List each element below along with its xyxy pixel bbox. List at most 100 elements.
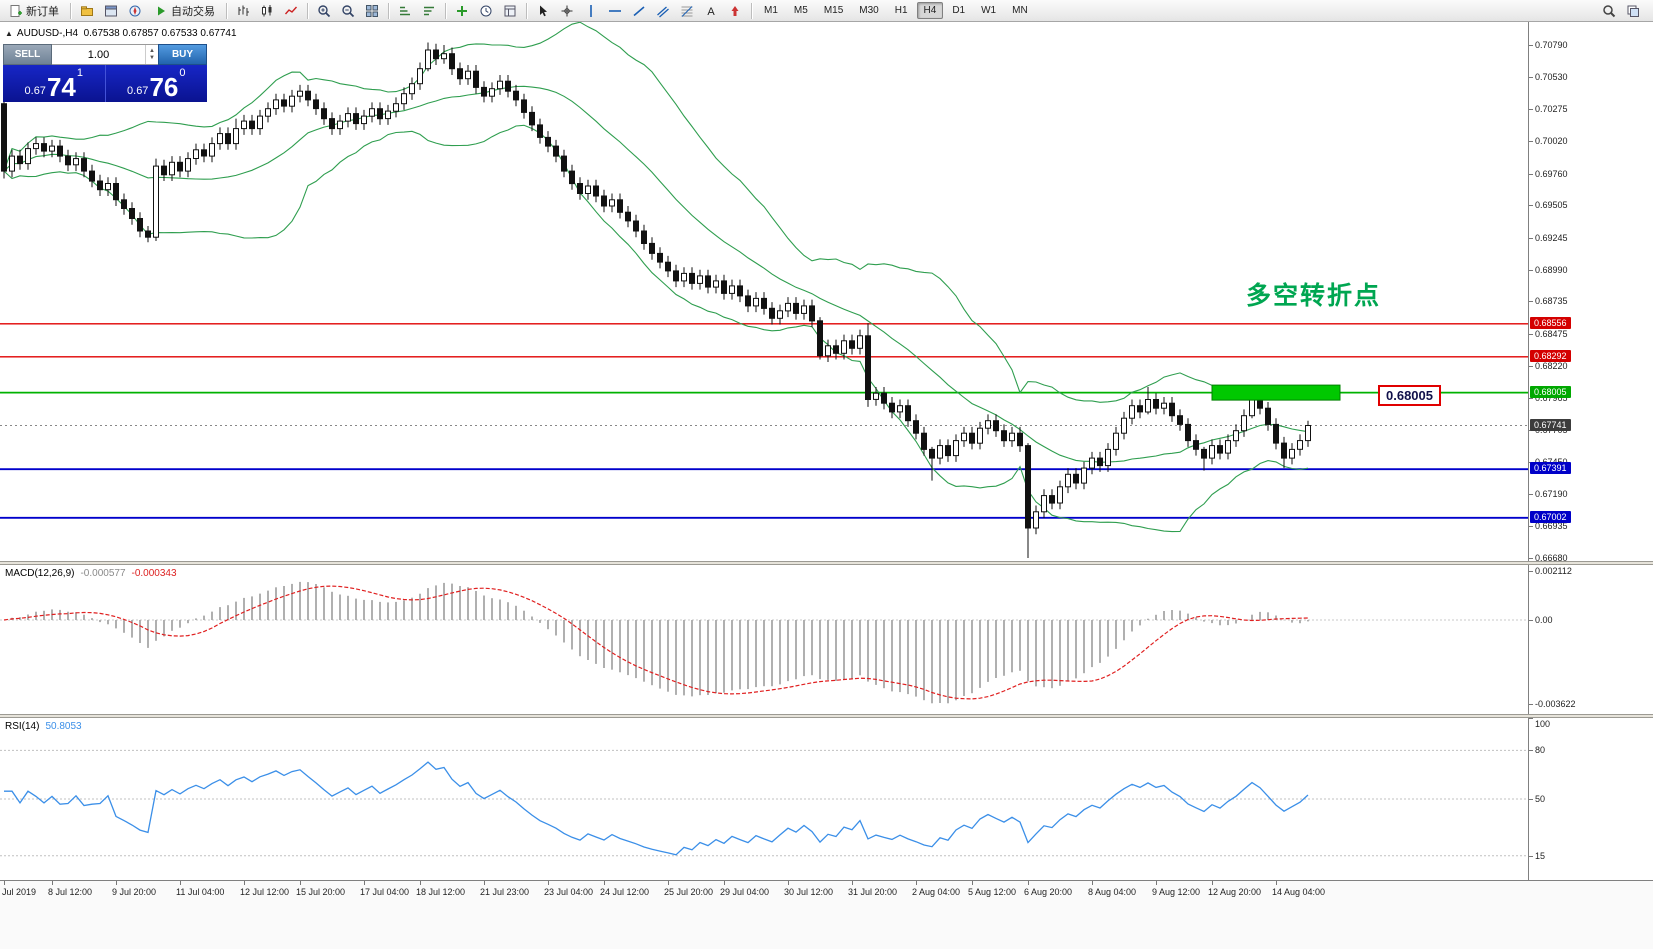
macd-tick [1529, 620, 1533, 621]
sort2-icon [424, 6, 434, 15]
time-tick [180, 881, 181, 885]
navigator-button[interactable] [124, 2, 146, 20]
cursor-button[interactable] [532, 2, 554, 20]
timeframe-h1-button[interactable]: H1 [894, 5, 908, 16]
timeframe-m15-button[interactable]: M15 [823, 5, 844, 16]
sort1-icon [400, 6, 410, 15]
volume-input[interactable] [52, 45, 145, 64]
volume-up-icon[interactable]: ▲ [149, 47, 155, 54]
timeframe-m5-button[interactable]: M5 [793, 5, 808, 16]
zoom-out-button[interactable] [337, 2, 359, 20]
timeframe-w1-button[interactable]: W1 [981, 5, 997, 16]
trendline-button[interactable] [628, 2, 650, 20]
toolbar-separator [307, 2, 308, 19]
timeframe-m1-button[interactable]: M1 [764, 5, 778, 16]
data-window-button[interactable] [100, 2, 122, 20]
time-tick [116, 881, 117, 885]
chart-text-annotation: 多空转折点 [1246, 282, 1382, 310]
buy-price-small: 0.67 [127, 85, 149, 97]
price-tick [1529, 301, 1533, 303]
macd-axis-label: -0.003622 [1535, 699, 1576, 710]
time-axis-label: 8 Aug 04:00 [1088, 887, 1137, 897]
price-axis-label: 0.68220 [1535, 360, 1568, 371]
price-tag: 0.68005 [1530, 385, 1571, 398]
toolbar-separator [226, 2, 227, 19]
macd-label: MACD(12,26,9) -0.000577 -0.000343 [5, 568, 177, 579]
time-scale[interactable]: Jul 2019 8 Jul 12:00 9 Jul 20:00 11 Jul 04:… [0, 880, 1653, 949]
timeframe-h4-button[interactable]: H4 [916, 2, 944, 19]
sell-button[interactable]: SELL [3, 44, 52, 65]
tile-windows-button[interactable] [361, 2, 383, 20]
macd-signal-line [3, 585, 1309, 700]
volume-stepper[interactable]: ▲ ▼ [52, 44, 158, 65]
price-axis-label: 0.69760 [1535, 168, 1568, 179]
time-tick [420, 881, 421, 885]
line-chart-button[interactable] [280, 2, 302, 20]
time-axis-label: 23 Jul 04:00 [544, 887, 594, 897]
market-watch-button[interactable] [76, 2, 98, 20]
crosshair-icon [561, 5, 573, 16]
rsi-axis-label: 100 [1535, 719, 1551, 729]
timeframe-d1-button[interactable]: D1 [952, 5, 966, 16]
bar-chart-button[interactable] [232, 2, 254, 20]
macd-main-value: -0.000577 [80, 568, 126, 579]
auto-trading-button[interactable]: 自动交易 [148, 2, 221, 20]
highlight-rectangle[interactable] [1211, 384, 1341, 401]
channel-icon [657, 6, 669, 17]
rsi-panel-canvas[interactable] [0, 718, 1528, 880]
arrow-tools-button[interactable] [724, 2, 746, 20]
candlestick-chart-button[interactable] [256, 2, 278, 20]
price-tick [1529, 557, 1533, 559]
timeframe-m30-button[interactable]: M30 [859, 5, 879, 16]
buy-price[interactable]: 0.67 76 0 [105, 65, 207, 102]
time-tick [668, 881, 669, 885]
price-tick [1529, 205, 1533, 207]
timeframe-toolbar: M1 M5 M15 M30 H1 H4 D1 W1 MN [756, 2, 1036, 19]
new-chart-window-button[interactable] [1622, 2, 1644, 20]
horizontal-line-button[interactable] [604, 2, 626, 20]
main-chart-canvas[interactable] [0, 22, 1528, 561]
chart-shift-button[interactable] [418, 2, 440, 20]
macd-panel-splitter[interactable] [0, 561, 1653, 565]
price-scale[interactable]: 0.70790 0.70530 0.70275 0.70020 0.69760 0.695… [1528, 22, 1653, 949]
fibonacci-button[interactable] [676, 2, 698, 20]
price-callout-label: 0.68005 [1378, 385, 1441, 406]
buy-button[interactable]: BUY [158, 44, 207, 65]
time-tick [484, 881, 485, 885]
price-axis-label: 0.67450 [1535, 457, 1568, 467]
rsi-name: RSI(14) [5, 721, 40, 732]
price-axis-label: 0.66680 [1535, 552, 1568, 563]
price-axis-label: 0.68735 [1535, 296, 1568, 307]
time-tick [52, 881, 53, 885]
price-tag: 0.67391 [1530, 462, 1571, 475]
volume-down-icon[interactable]: ▼ [149, 54, 155, 61]
crosshair-button[interactable] [556, 2, 578, 20]
time-axis-label: 2 Aug 04:00 [912, 887, 961, 897]
toolbar-separator [70, 2, 71, 19]
time-axis-label: 29 Jul 04:00 [720, 887, 770, 897]
plus-box-icon [457, 5, 467, 16]
auto-trading-button-label: 自动交易 [171, 5, 215, 18]
macd-panel-canvas[interactable] [0, 565, 1528, 714]
new-order-button[interactable]: 新订单 [3, 2, 65, 20]
periods-button[interactable] [475, 2, 497, 20]
one-click-collapse-icon[interactable]: ▲ [5, 28, 13, 38]
text-label-button[interactable]: A [700, 2, 722, 20]
price-tick [1529, 173, 1533, 175]
equidistant-channel-button[interactable] [652, 2, 674, 20]
zoom-in-button[interactable] [313, 2, 335, 20]
indicators-button[interactable] [451, 2, 473, 20]
price-tick [1529, 269, 1533, 271]
rsi-tick [1529, 799, 1533, 800]
rsi-panel-splitter[interactable] [0, 714, 1653, 718]
time-tick [548, 881, 549, 885]
timeframe-mn-button[interactable]: MN [1012, 5, 1028, 16]
auto-scroll-button[interactable] [394, 2, 416, 20]
vertical-line-button[interactable] [580, 2, 602, 20]
chart-title: ▲ AUDUSD-,H4 0.67538 0.67857 0.67533 0.6… [5, 28, 237, 39]
time-tick [300, 881, 301, 885]
sell-price[interactable]: 0.67 74 1 [3, 65, 106, 102]
templates-button[interactable] [499, 2, 521, 20]
symbol-search-button[interactable] [1598, 2, 1620, 20]
linechart-icon [284, 6, 298, 14]
